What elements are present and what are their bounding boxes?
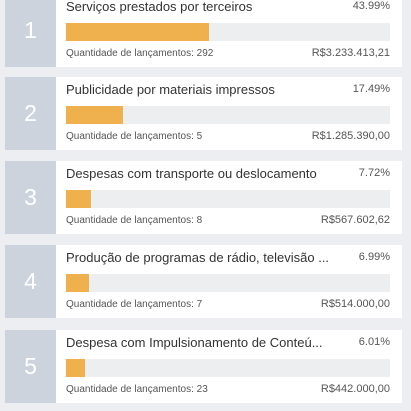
expense-amount: R$567.602,62: [320, 214, 390, 226]
expense-amount: R$442.000,00: [320, 383, 390, 395]
progress-fill: [66, 359, 86, 377]
rank-number: 2: [5, 77, 56, 150]
progress-track: [66, 359, 390, 377]
expense-card[interactable]: 5 Despesa com Impulsionamento de Conteú.…: [5, 330, 402, 403]
expense-title: Produção de programas de rádio, televisã…: [66, 250, 330, 265]
entry-count-value: 5: [196, 131, 203, 142]
rank-number: 3: [5, 161, 56, 234]
rank-number: 1: [5, 0, 56, 67]
progress-fill: [66, 274, 89, 292]
expense-title: Serviços prestados por terceiros: [66, 0, 253, 14]
expense-percent: 7.72%: [358, 167, 390, 179]
expense-title: Despesa com Impulsionamento de Conteú...: [66, 335, 323, 350]
expense-amount: R$514.000,00: [320, 298, 390, 310]
expense-content: Despesas com transporte ou deslocamento …: [56, 161, 402, 234]
expense-percent: 17.49%: [352, 83, 390, 95]
rank-number: 5: [5, 330, 56, 403]
expense-content: Produção de programas de rádio, televisã…: [56, 245, 402, 318]
entry-count-label: Quantidade de lançamentos:: [66, 299, 194, 310]
expense-amount: R$1.285.390,00: [311, 130, 390, 142]
entry-count: Quantidade de lançamentos: 23: [66, 384, 208, 395]
entry-count-value: 292: [196, 48, 214, 59]
expense-percent: 6.01%: [358, 336, 390, 348]
expense-content: Publicidade por materiais impressos 17.4…: [56, 77, 402, 150]
progress-fill: [66, 190, 91, 208]
expense-content: Despesa com Impulsionamento de Conteú...…: [56, 330, 402, 403]
expense-card[interactable]: 4 Produção de programas de rádio, televi…: [5, 245, 402, 318]
expense-card[interactable]: 1 Serviços prestados por terceiros 43.99…: [5, 0, 402, 67]
progress-fill: [66, 106, 123, 124]
expense-percent: 6.99%: [358, 251, 390, 263]
entry-count-value: 23: [196, 384, 208, 395]
progress-fill: [66, 23, 209, 41]
entry-count-label: Quantidade de lançamentos:: [66, 384, 194, 395]
progress-track: [66, 23, 390, 41]
expense-percent: 43.99%: [352, 0, 390, 12]
expense-amount: R$3.233.413,21: [311, 47, 390, 59]
expense-card[interactable]: 3 Despesas com transporte ou deslocament…: [5, 161, 402, 234]
entry-count-value: 7: [196, 299, 203, 310]
entry-count-value: 8: [196, 215, 203, 226]
expense-content: Serviços prestados por terceiros 43.99% …: [56, 0, 402, 67]
expense-title: Publicidade por materiais impressos: [66, 82, 275, 97]
progress-track: [66, 190, 390, 208]
entry-count-label: Quantidade de lançamentos:: [66, 48, 194, 59]
entry-count: Quantidade de lançamentos: 292: [66, 48, 213, 59]
progress-track: [66, 106, 390, 124]
expense-title: Despesas com transporte ou deslocamento: [66, 166, 317, 181]
entry-count: Quantidade de lançamentos: 7: [66, 299, 202, 310]
entry-count: Quantidade de lançamentos: 8: [66, 215, 202, 226]
rank-number: 4: [5, 245, 56, 318]
entry-count: Quantidade de lançamentos: 5: [66, 131, 202, 142]
progress-track: [66, 274, 390, 292]
entry-count-label: Quantidade de lançamentos:: [66, 215, 194, 226]
expense-card[interactable]: 2 Publicidade por materiais impressos 17…: [5, 77, 402, 150]
entry-count-label: Quantidade de lançamentos:: [66, 131, 194, 142]
